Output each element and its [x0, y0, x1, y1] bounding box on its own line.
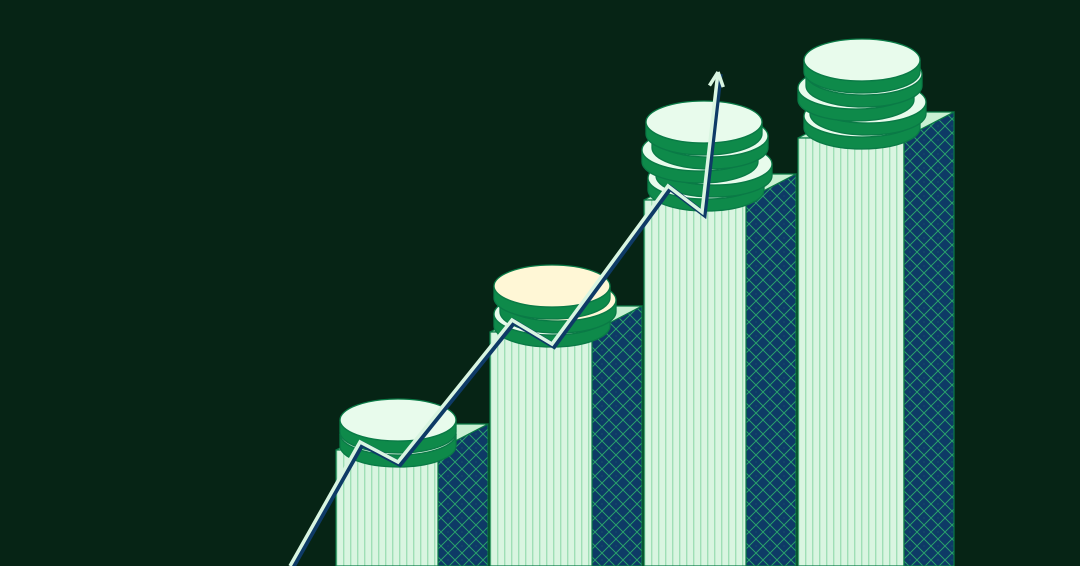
growth-infographic — [0, 0, 1080, 566]
bar-4 — [798, 112, 954, 566]
bar-3 — [644, 174, 796, 566]
coin-stack-2 — [494, 265, 616, 347]
bars-group — [336, 112, 954, 566]
infographic-svg — [0, 0, 1080, 566]
coin-stack-4 — [798, 39, 926, 149]
